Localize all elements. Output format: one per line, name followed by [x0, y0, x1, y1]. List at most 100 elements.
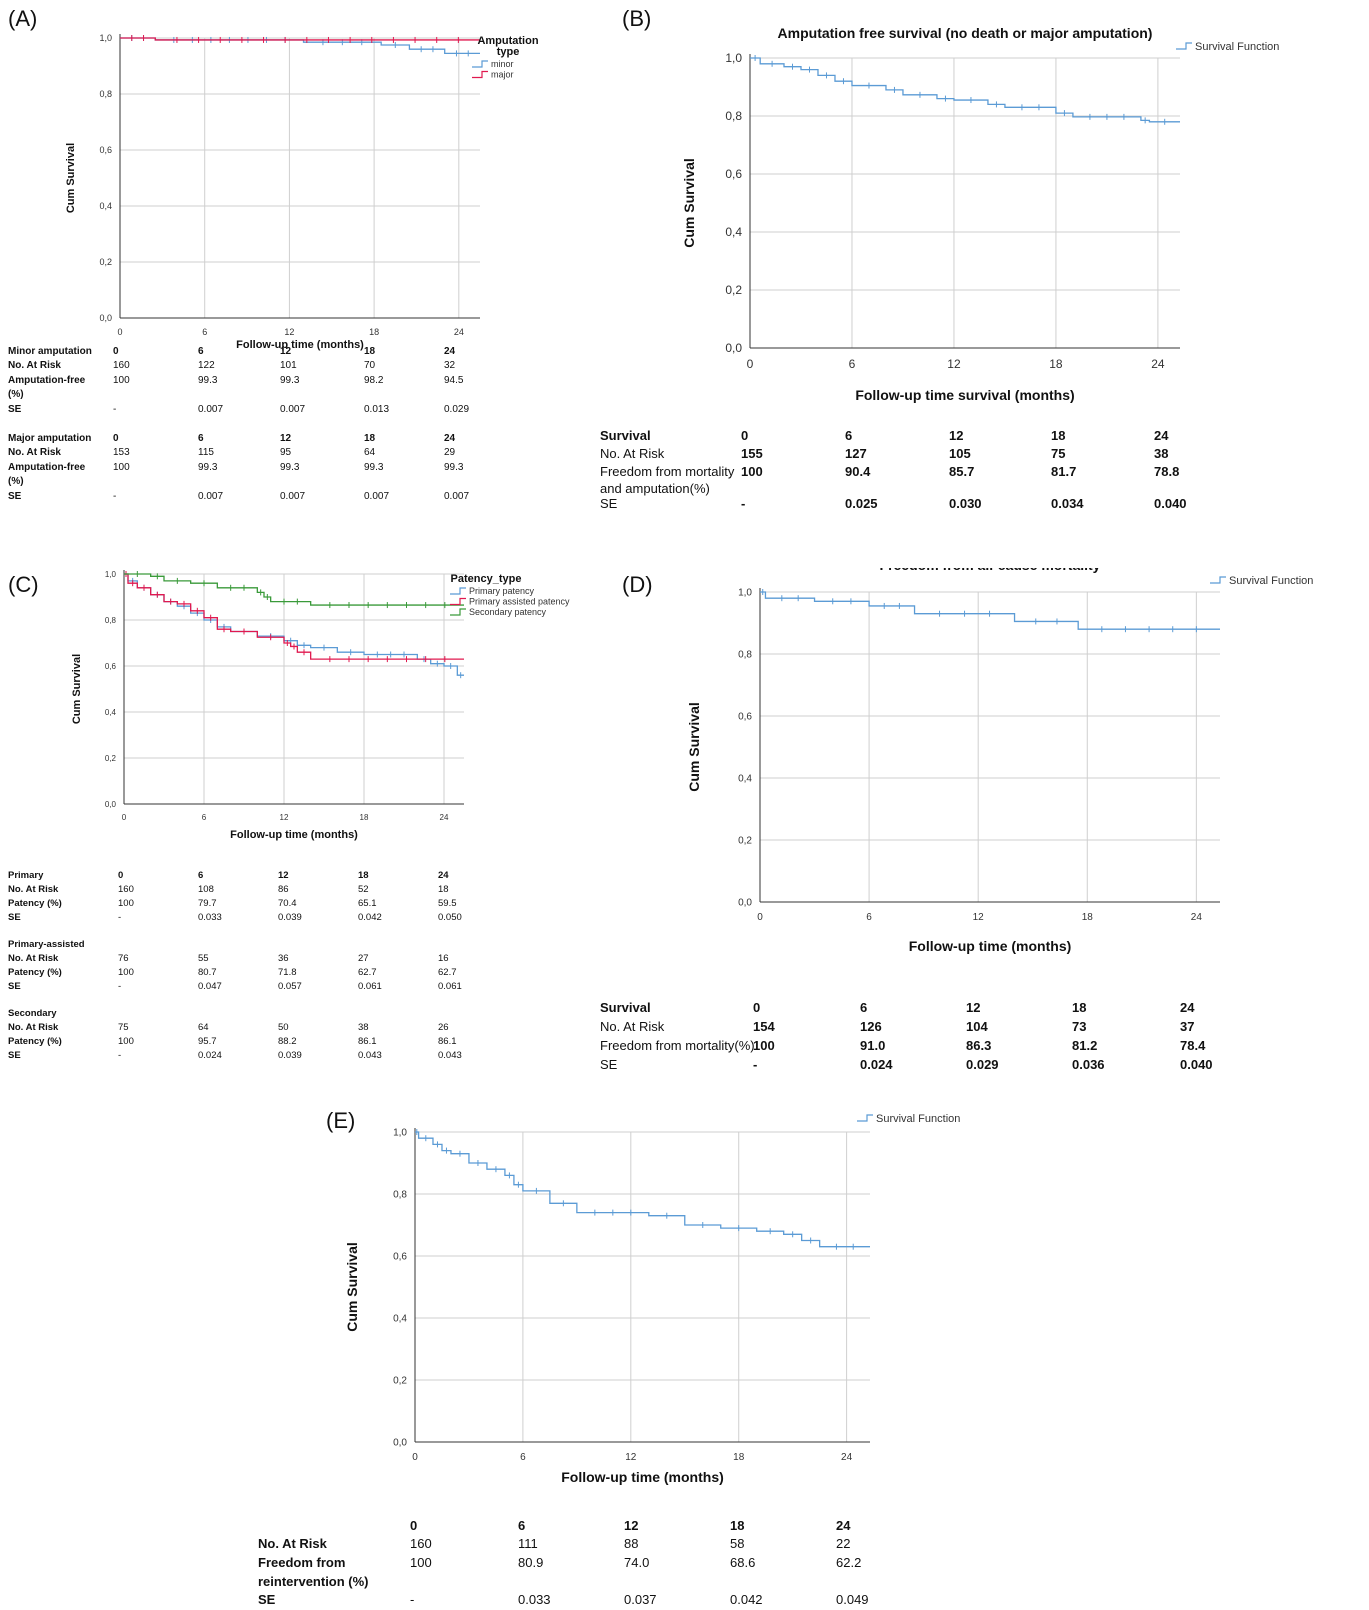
cell-value: 75: [118, 1022, 129, 1033]
ytick-label: 0,4: [99, 201, 112, 211]
col-header: 24: [1154, 428, 1169, 443]
ytick-label: 0,4: [738, 774, 752, 785]
cell-value: 99.3: [280, 462, 300, 473]
col-header: 6: [845, 428, 853, 443]
cell-value: 99.3: [280, 375, 300, 386]
col-header: 24: [836, 1518, 851, 1533]
series-line-survival-function: [750, 57, 1180, 123]
ytick-label: 0,0: [738, 898, 752, 909]
xtick-label: 6: [202, 327, 207, 337]
cell-value: 100: [118, 1036, 134, 1047]
cell-value: 81.7: [1051, 464, 1077, 479]
row-label: SE: [8, 912, 21, 923]
cell-value: 160: [410, 1536, 432, 1551]
ytick-label: 0,0: [105, 800, 117, 809]
row-label: and amputation(%): [600, 481, 710, 496]
legend-swatch: [1210, 576, 1226, 584]
cell-value: 62.7: [358, 967, 377, 978]
cell-value: 0.024: [198, 1050, 222, 1061]
xtick-label: 6: [202, 813, 207, 822]
col-header: 12: [624, 1518, 639, 1533]
legend-swatch: [450, 587, 466, 595]
xtick-label: 18: [1082, 912, 1094, 923]
cell-value: 0.043: [358, 1050, 382, 1061]
row-label: No. At Risk: [8, 1022, 59, 1033]
ytick-label: 0,8: [99, 89, 112, 99]
ytick-label: 0,8: [738, 650, 752, 661]
col-header: 6: [198, 870, 204, 881]
legend-title: Amputation: [477, 35, 538, 47]
ytick-label: 1,0: [99, 33, 112, 43]
cell-value: 26: [438, 1022, 449, 1033]
col-header: 0: [113, 433, 119, 444]
legend-swatch: [1176, 42, 1192, 50]
xtick-label: 0: [117, 327, 122, 337]
row-label: No. At Risk: [258, 1536, 327, 1551]
cell-value: 0.036: [1072, 1057, 1105, 1072]
row-label: No. At Risk: [600, 1019, 665, 1034]
chart-title: Freedom from all-cause mortality: [880, 568, 1101, 573]
xtick-label: 12: [284, 327, 294, 337]
cell-value: 62.7: [438, 967, 457, 978]
cell-value: 88.2: [278, 1036, 297, 1047]
x-axis-label: Follow-up time (months): [236, 339, 364, 351]
cell-value: 154: [753, 1019, 775, 1034]
cell-value: 0.047: [198, 981, 222, 992]
ytick-label: 0,8: [725, 109, 742, 123]
legend-swatch: [472, 70, 488, 79]
col-header: 12: [280, 346, 292, 357]
group-name: Major amputation: [8, 433, 92, 444]
ytick-label: 0,2: [393, 1376, 407, 1387]
cell-value: 0.029: [966, 1057, 999, 1072]
col-header: 24: [438, 870, 449, 881]
table-d: Survival 0 6 12 18 24 No. At Risk 154 126 104 73 37…: [600, 1000, 1350, 1095]
cell-value: 55: [198, 953, 209, 964]
cell-value: -: [113, 404, 117, 415]
xtick-label: 18: [1049, 357, 1063, 371]
cell-value: 78.8: [1154, 464, 1180, 479]
cell-value: 0.033: [518, 1592, 551, 1607]
table-header: Survival: [600, 1000, 651, 1015]
cell-value: 0.039: [278, 912, 302, 923]
row-label: SE: [600, 1057, 618, 1072]
cell-value: 0.029: [444, 404, 470, 415]
row-label: Amputation-free: [8, 375, 86, 386]
cell-value: 100: [753, 1038, 775, 1053]
xtick-label: 24: [454, 327, 464, 337]
col-header: 0: [741, 428, 749, 443]
cell-value: 62.2: [836, 1555, 862, 1570]
cell-value: 36: [278, 953, 289, 964]
xtick-label: 0: [757, 912, 763, 923]
ytick-label: 0,0: [393, 1438, 407, 1449]
ytick-label: 0,6: [725, 167, 742, 181]
cell-value: 0.039: [278, 1050, 302, 1061]
cell-value: 0.007: [444, 491, 470, 502]
cell-value: 73: [1072, 1019, 1087, 1034]
col-header: 18: [364, 433, 376, 444]
row-label: SE: [8, 981, 21, 992]
col-header: 6: [198, 433, 204, 444]
cell-value: 0.013: [364, 404, 390, 415]
cell-value: 0.007: [280, 404, 306, 415]
row-label: No. At Risk: [8, 360, 61, 371]
cell-value: 38: [1154, 446, 1169, 461]
col-header: 0: [410, 1518, 418, 1533]
cell-value: 18: [438, 884, 449, 895]
cell-value: 0.042: [730, 1592, 763, 1607]
series-line-secondary-patency: [124, 573, 464, 606]
legend-swatch: [450, 608, 466, 616]
cell-value: 86.3: [966, 1038, 992, 1053]
cell-value: 100: [113, 375, 130, 386]
cell-value: 90.4: [845, 464, 871, 479]
cell-value: 0.057: [278, 981, 302, 992]
cell-value: 126: [860, 1019, 882, 1034]
panel-label-a: (A): [8, 6, 38, 31]
table-c: Primary 0 6 12 18 24 No. At Risk 160 108 86 52 18 Pa…: [8, 870, 528, 1075]
xtick-label: 6: [866, 912, 872, 923]
cell-value: 108: [198, 884, 214, 895]
xtick-label: 12: [280, 813, 289, 822]
row-label: Freedom from mortality: [600, 464, 735, 479]
xtick-label: 0: [122, 813, 127, 822]
group-name: Minor amputation: [8, 346, 92, 357]
chart-a: 0,0 0,2 0,4 0,6 0,8 1,0 0 6 12 18 24 Follow-up time…: [65, 33, 539, 351]
